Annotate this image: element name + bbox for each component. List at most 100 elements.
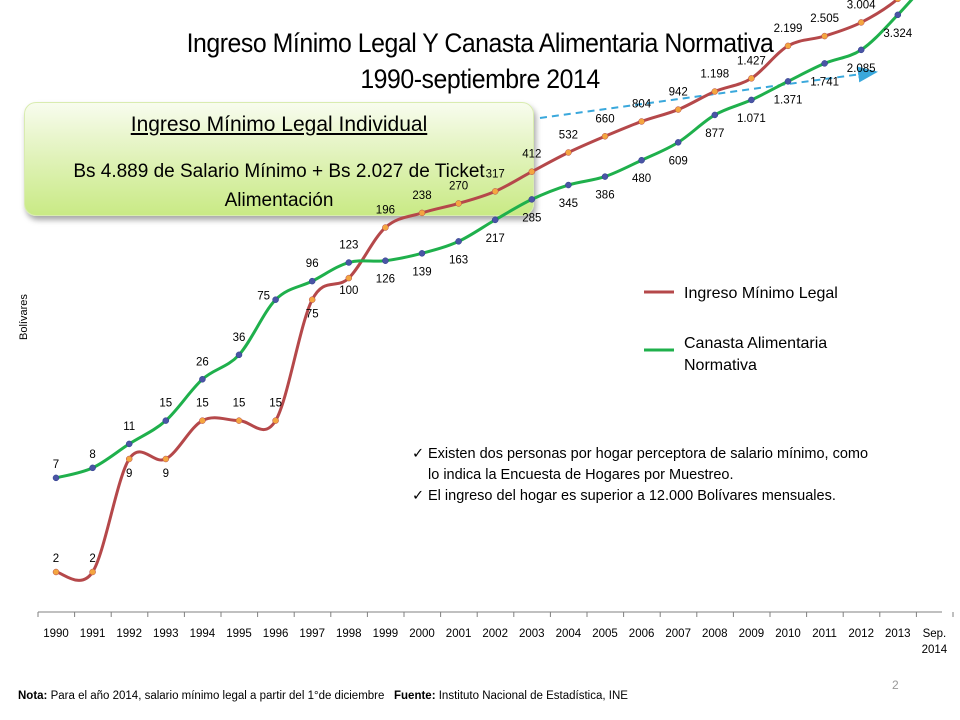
data-point (235, 351, 243, 359)
data-point (528, 168, 536, 175)
data-point (382, 257, 389, 264)
data-label: 412 (522, 149, 541, 161)
data-label: 2 (53, 553, 59, 565)
data-label: 123 (339, 240, 358, 252)
series-canasta: 7 8 11 15 26 36 75 96 123 126 139 163 217 285 345 386 48… (52, 0, 914, 482)
data-point (711, 111, 719, 119)
data-label: 285 (522, 212, 541, 224)
note-item: ✓ El ingreso del hogar es superior a 12.… (412, 486, 882, 507)
chart-title: Ingreso Mínimo Legal Y Canasta Alimentar… (186, 28, 774, 58)
data-point (601, 173, 609, 180)
notes: ✓ Existen dos personas por hogar percept… (412, 444, 882, 507)
data-label: 1.198 (700, 69, 729, 81)
data-point (674, 139, 682, 146)
data-label: 9 (126, 468, 132, 480)
info-box-body: Bs 4.889 de Salario Mínimo + Bs 2.027 de… (73, 161, 485, 211)
x-tick-label: 1993 (153, 628, 179, 640)
data-point (857, 19, 865, 26)
data-label: 877 (705, 128, 724, 140)
data-label: 1.371 (774, 94, 803, 106)
x-tick-label: 2005 (592, 628, 618, 640)
note-text: El ingreso del hogar es superior a 12.00… (428, 488, 836, 504)
data-label: 532 (559, 129, 578, 141)
data-point (821, 32, 828, 40)
data-label: 15 (159, 398, 172, 410)
data-point (345, 259, 353, 266)
data-point (565, 149, 572, 156)
data-label: 2.199 (774, 23, 803, 35)
footer: Nota: Para el año 2014, salario mínimo l… (18, 690, 628, 702)
data-label: 480 (632, 173, 651, 185)
nota-text: Para el año 2014, salario mínimo legal a… (50, 690, 385, 702)
x-tick-label: 1992 (116, 628, 142, 640)
data-label: 36 (233, 332, 246, 344)
check-icon: ✓ (412, 446, 425, 462)
note-text: Existen dos personas por hogar perceptor… (428, 446, 869, 483)
data-point (455, 238, 462, 245)
data-label: 15 (269, 398, 282, 410)
data-point (894, 11, 902, 19)
data-label: 15 (233, 398, 246, 410)
data-point (345, 274, 353, 282)
data-point (89, 464, 96, 472)
data-label: 386 (595, 190, 614, 202)
data-label: 8 (89, 449, 95, 461)
series-ingreso: 2 2 9 9 15 15 15 75 100 196 238 270 317 412 532 660 804 9… (52, 0, 901, 582)
data-label: 2 (89, 553, 95, 565)
data-label: 270 (449, 180, 468, 192)
data-point (601, 133, 609, 140)
data-point (52, 474, 60, 482)
fuente-label: Fuente: (394, 690, 436, 702)
note-item: ✓ Existen dos personas por hogar percept… (412, 444, 882, 486)
data-label: 11 (123, 421, 135, 433)
data-label: 942 (669, 87, 688, 99)
data-point (382, 224, 389, 231)
chart-subtitle: 1990-septiembre 2014 (360, 64, 600, 94)
data-point (491, 188, 499, 195)
data-label: 139 (412, 266, 431, 278)
x-tick-label: 1995 (226, 628, 252, 640)
data-point (894, 0, 901, 3)
data-label: 196 (376, 205, 395, 217)
x-tick-label: 1999 (373, 628, 399, 640)
data-point (52, 568, 60, 576)
data-label: 3.324 (883, 28, 912, 40)
x-tick-label: 1990 (43, 628, 69, 640)
page-number: 2 (892, 678, 899, 692)
legend-label: Canasta Alimentaria Normativa (684, 335, 827, 374)
data-point (418, 250, 426, 257)
x-tick-label: 2013 (885, 628, 911, 640)
data-point (674, 106, 682, 113)
data-point (528, 196, 536, 203)
data-label: 75 (306, 309, 319, 321)
data-label: 317 (486, 168, 505, 180)
x-tick-label: 2001 (446, 628, 472, 640)
data-point (418, 209, 426, 217)
x-tick-label: 1991 (80, 628, 106, 640)
data-point (308, 277, 316, 285)
info-box: Ingreso Mínimo Legal Individual Bs 4.889… (24, 102, 534, 216)
data-point (784, 42, 792, 50)
data-point (784, 78, 792, 85)
nota-label: Nota: (18, 690, 48, 702)
x-tick-label: Sep. 2014 (922, 628, 948, 656)
x-tick-label: 2010 (775, 628, 801, 640)
data-label: 100 (339, 285, 358, 297)
x-tick-label: 2006 (629, 628, 655, 640)
data-point (125, 440, 133, 448)
x-tick-label: 2004 (556, 628, 582, 640)
data-point (235, 417, 243, 424)
x-tick-label: 1997 (299, 628, 325, 640)
data-label: 345 (559, 198, 578, 210)
legend-label: Ingreso Mínimo Legal (684, 285, 838, 302)
data-point (162, 455, 170, 463)
data-label: 15 (196, 398, 209, 410)
data-label: 3.004 (847, 0, 876, 11)
data-label: 804 (632, 98, 652, 110)
data-label: 660 (595, 113, 614, 125)
data-point (857, 46, 865, 54)
data-point (199, 376, 206, 383)
data-point (748, 75, 755, 82)
x-tick-label: 2000 (409, 628, 435, 640)
